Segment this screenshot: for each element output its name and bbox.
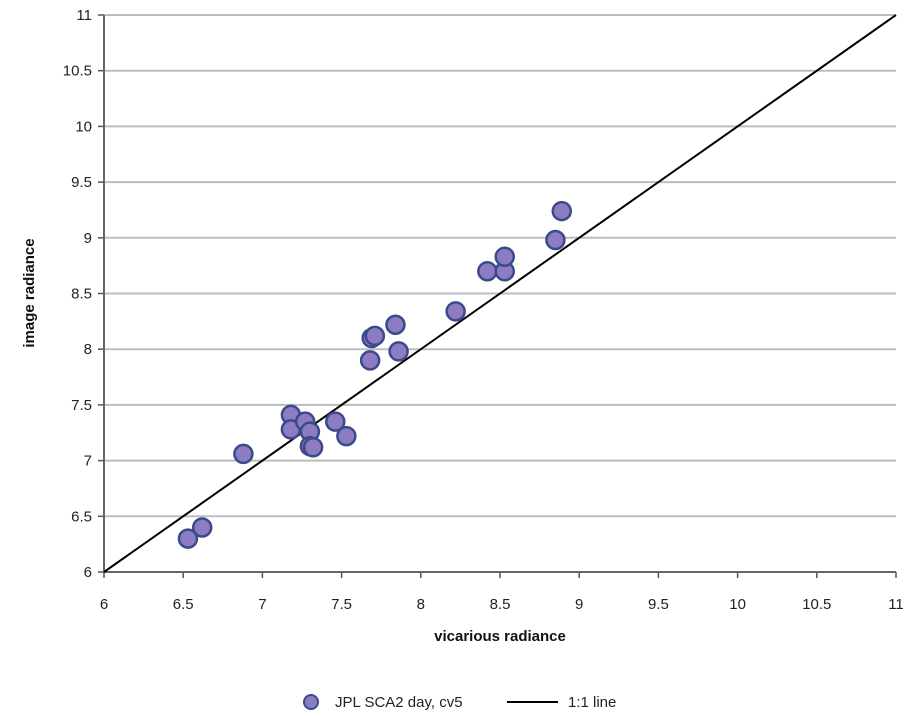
y-tick-label: 7.5: [71, 397, 92, 414]
data-point: [359, 350, 381, 371]
data-point: [445, 301, 466, 322]
y-tick-label: 9.5: [71, 174, 92, 191]
data-point: [177, 528, 199, 549]
data-point: [336, 425, 357, 447]
data-point: [551, 200, 573, 222]
data-point: [302, 436, 324, 458]
y-tick-label: 10: [75, 118, 92, 135]
x-tick-label: 6: [100, 596, 108, 613]
legend-label-scatter: JPL SCA2 day, cv5: [335, 694, 463, 711]
legend: JPL SCA2 day, cv5 1:1 line: [303, 694, 616, 711]
y-tick-label: 6: [84, 564, 92, 581]
y-axis-title: image radiance: [21, 238, 38, 347]
axes: [98, 14, 897, 578]
data-point: [191, 517, 213, 538]
y-tick-labels: 6 6.5 7 7.5 8 8.5 9 9.5 10 10.5 11: [63, 7, 92, 581]
data-point: [364, 325, 386, 347]
one-to-one-line: [103, 14, 897, 573]
y-tick-label: 11: [76, 7, 92, 24]
legend-label-line: 1:1 line: [568, 694, 616, 711]
line-series: [103, 14, 897, 573]
x-tick-label: 8.5: [490, 596, 511, 613]
legend-marker-scatter: [303, 694, 319, 710]
data-point: [233, 443, 254, 465]
x-tick-label: 7: [258, 596, 266, 613]
data-point: [494, 246, 516, 267]
data-point: [477, 260, 498, 282]
y-tick-label: 8: [84, 341, 92, 358]
y-tick-label: 8.5: [71, 286, 92, 303]
y-tick-label: 9: [84, 230, 92, 247]
data-point: [545, 229, 566, 251]
y-tick-label: 10.5: [63, 63, 92, 80]
x-tick-labels: 6 6.5 7 7.5 8 8.5 9 9.5 10 10.5 11: [100, 596, 904, 613]
y-tick-label: 7: [84, 453, 92, 470]
scatter-points: [177, 200, 573, 549]
data-point: [388, 341, 409, 362]
data-point: [325, 411, 346, 432]
y-tick-label: 6.5: [71, 508, 92, 525]
x-tick-label: 11: [888, 596, 904, 613]
x-axis-title: vicarious radiance: [434, 628, 566, 645]
x-tick-label: 6.5: [173, 596, 194, 613]
x-tick-label: 7.5: [331, 596, 352, 613]
x-tick-label: 9: [575, 596, 583, 613]
x-tick-label: 9.5: [648, 596, 669, 613]
x-tick-label: 10: [729, 596, 746, 613]
x-tick-label: 10.5: [802, 596, 831, 613]
x-tick-label: 8: [417, 596, 425, 613]
data-point: [385, 314, 406, 335]
